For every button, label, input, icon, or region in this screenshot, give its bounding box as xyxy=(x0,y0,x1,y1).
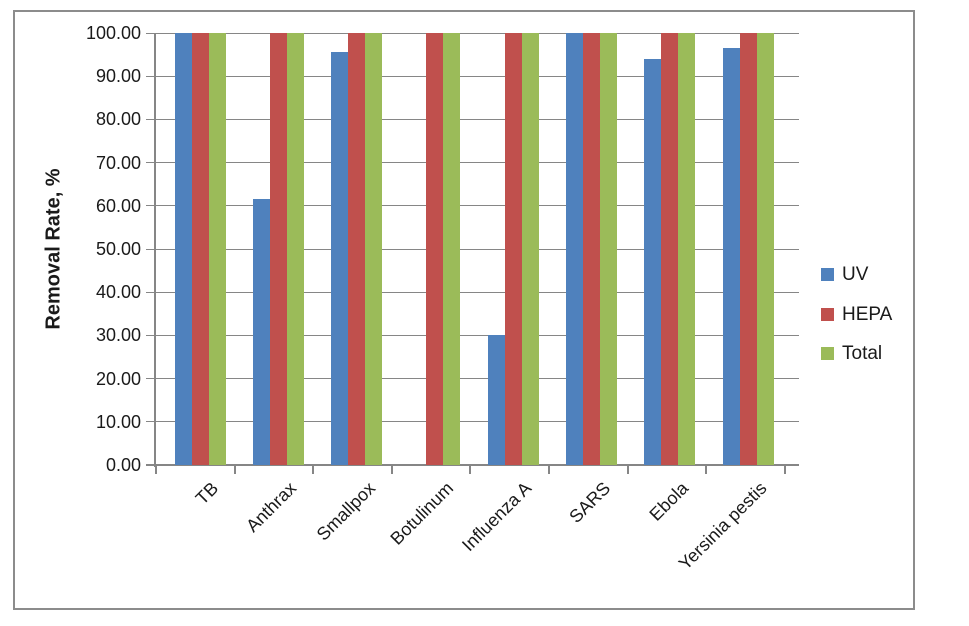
legend-item-hepa: HEPA xyxy=(821,305,892,324)
legend-swatch-icon xyxy=(821,268,834,281)
legend-label: HEPA xyxy=(842,303,893,325)
bar-hepa-yersinia-pestis xyxy=(739,33,757,465)
gridline xyxy=(146,162,799,164)
bar-uv-yersinia-pestis xyxy=(722,48,740,465)
bar-total-botulinum xyxy=(443,33,461,465)
x-axis-tick xyxy=(155,466,157,474)
bar-hepa-tb xyxy=(191,33,209,465)
x-axis-tick xyxy=(390,466,393,474)
bar-hepa-sars xyxy=(583,33,601,465)
y-tick-label: 0.00 xyxy=(105,455,141,475)
legend-swatch-icon xyxy=(821,307,834,321)
y-tick-label: 70.00 xyxy=(95,152,141,173)
bar-hepa-smallpox xyxy=(348,33,366,465)
x-axis-tick xyxy=(626,466,629,474)
bar-uv-anthrax xyxy=(252,199,270,465)
gridline xyxy=(146,75,799,77)
bar-hepa-botulinum xyxy=(426,33,444,465)
x-axis-tick xyxy=(233,466,236,474)
gridline xyxy=(146,32,799,34)
y-tick-label: 20.00 xyxy=(95,368,141,389)
y-tick-label: 90.00 xyxy=(95,66,141,87)
bar-hepa-influenza-a xyxy=(504,33,522,465)
y-tick-label: 100.00 xyxy=(85,23,141,43)
bar-uv-sars xyxy=(566,33,584,465)
x-axis-tick xyxy=(548,466,550,474)
legend-item-total: Total xyxy=(821,344,882,363)
gridline xyxy=(146,248,799,250)
gridline xyxy=(146,464,799,466)
gridline xyxy=(146,291,799,293)
y-axis-line xyxy=(154,33,156,467)
y-tick-label: 30.00 xyxy=(95,325,141,346)
x-axis-tick xyxy=(469,466,472,474)
bar-uv-smallpox xyxy=(331,52,349,465)
legend-item-uv: UV xyxy=(821,265,868,284)
bar-hepa-anthrax xyxy=(269,33,287,465)
bar-uv-tb xyxy=(174,33,192,465)
bar-total-smallpox xyxy=(365,33,383,465)
gridline xyxy=(146,378,799,380)
y-tick-label: 10.00 xyxy=(95,411,141,432)
legend-label: Total xyxy=(842,343,883,364)
bar-hepa-ebola xyxy=(661,33,679,465)
bar-total-influenza-a xyxy=(521,33,539,465)
gridline xyxy=(146,118,799,120)
chart-frame xyxy=(13,10,915,610)
legend-label: UV xyxy=(842,264,869,285)
legend-swatch-icon xyxy=(821,347,834,360)
y-tick-label: 50.00 xyxy=(95,239,141,259)
gridline xyxy=(146,334,799,336)
x-axis-tick xyxy=(705,466,708,474)
bar-total-tb xyxy=(208,33,226,465)
y-tick-label: 60.00 xyxy=(95,195,141,216)
x-axis-tick xyxy=(783,466,786,474)
bar-total-anthrax xyxy=(286,33,304,465)
x-axis-tick xyxy=(312,466,315,474)
bar-uv-ebola xyxy=(644,58,662,465)
bar-uv-influenza-a xyxy=(487,335,505,465)
bar-total-yersinia-pestis xyxy=(756,33,774,465)
gridline xyxy=(146,205,799,207)
gridline xyxy=(146,421,799,423)
y-tick-label: 80.00 xyxy=(95,109,141,130)
bar-total-sars xyxy=(600,33,618,465)
bar-total-ebola xyxy=(678,33,696,465)
y-tick-label: 40.00 xyxy=(95,282,141,303)
